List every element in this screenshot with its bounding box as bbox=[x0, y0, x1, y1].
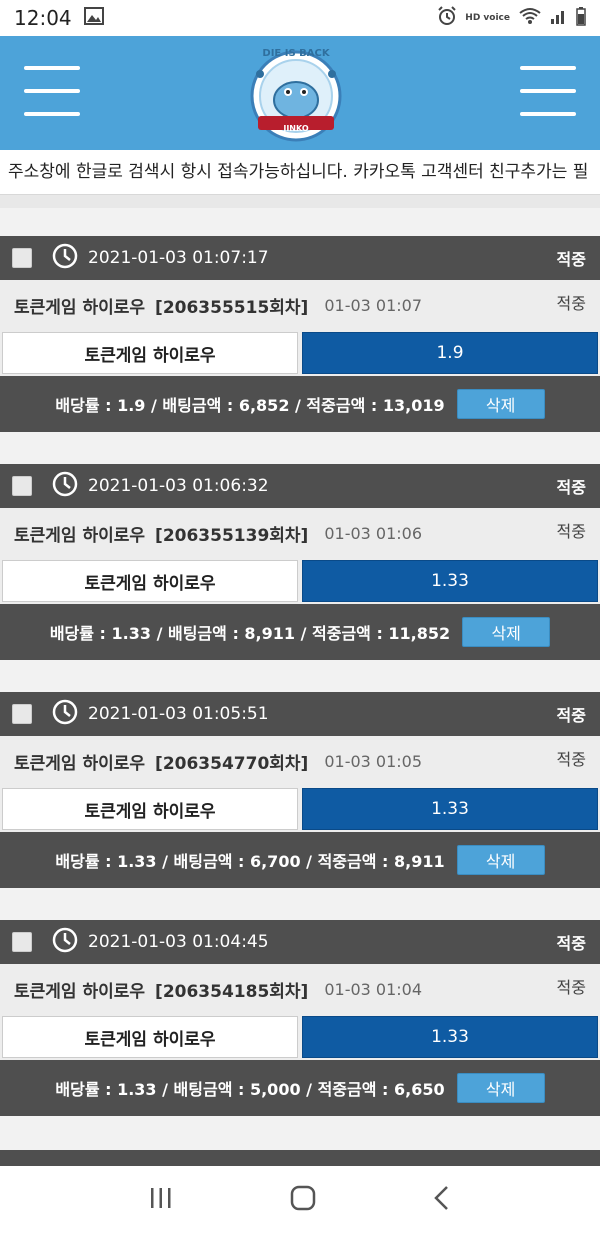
bet-datetime: 2021-01-03 01:07:17 bbox=[88, 248, 269, 268]
bet-datetime: 2021-01-03 01:05:51 bbox=[88, 704, 269, 724]
clock-icon bbox=[52, 471, 78, 501]
back-icon[interactable] bbox=[432, 1185, 452, 1215]
pick-odds: 1.33 bbox=[302, 788, 598, 830]
divider bbox=[0, 194, 600, 208]
game-name: 토큰게임 하이로우 bbox=[14, 525, 146, 546]
pick-odds: 1.33 bbox=[302, 560, 598, 602]
summary-text: 배당률 : 1.9 / 배팅금액 : 6,852 / 적중금액 : 13,019 bbox=[55, 396, 445, 415]
battery-icon bbox=[576, 6, 586, 31]
clock-icon bbox=[52, 699, 78, 729]
pick-name: 토큰게임 하이로우 bbox=[2, 1016, 298, 1058]
bet-card: 2021-01-03 01:06:32 적중 토큰게임 하이로우 [206355… bbox=[0, 464, 600, 660]
bet-info-row: 토큰게임 하이로우 [206355139회차] 01-03 01:06 적중 bbox=[0, 508, 600, 558]
signal-icon bbox=[550, 6, 568, 30]
round-date: 01-03 01:04 bbox=[324, 979, 423, 999]
pick-odds: 1.33 bbox=[302, 1016, 598, 1058]
bet-card: 2021-01-03 01:04:45 적중 토큰게임 하이로우 [206354… bbox=[0, 920, 600, 1116]
pick-row: 토큰게임 하이로우 1.33 bbox=[0, 786, 600, 832]
round-number: [206355139회차] bbox=[155, 525, 309, 546]
clock-icon bbox=[52, 927, 78, 957]
bet-status: 적중 bbox=[556, 934, 586, 953]
logo-text-top: DIE IS BACK bbox=[262, 48, 330, 59]
logo-text-band: JINKO bbox=[283, 124, 309, 133]
bet-info-row: 토큰게임 하이로우 [206355515회차] 01-03 01:07 적중 bbox=[0, 280, 600, 330]
bet-summary: 배당률 : 1.33 / 배팅금액 : 5,000 / 적중금액 : 6,650… bbox=[0, 1060, 600, 1116]
game-name: 토큰게임 하이로우 bbox=[14, 981, 146, 1002]
delete-button[interactable]: 삭제 bbox=[456, 389, 545, 419]
pick-name: 토큰게임 하이로우 bbox=[2, 788, 298, 830]
summary-text: 배당률 : 1.33 / 배팅금액 : 5,000 / 적중금액 : 6,650 bbox=[55, 1080, 445, 1099]
select-checkbox[interactable] bbox=[12, 704, 32, 724]
wifi-icon bbox=[518, 6, 542, 30]
bet-summary: 배당률 : 1.9 / 배팅금액 : 6,852 / 적중금액 : 13,019… bbox=[0, 376, 600, 432]
bet-info-row: 토큰게임 하이로우 [206354185회차] 01-03 01:04 적중 bbox=[0, 964, 600, 1014]
notice-marquee: 주소창에 한글로 검색시 항시 접속가능하십니다. 카카오톡 고객센터 친구추가… bbox=[0, 150, 600, 194]
bet-summary: 배당률 : 1.33 / 배팅금액 : 8,911 / 적중금액 : 11,85… bbox=[0, 604, 600, 660]
alarm-icon bbox=[437, 5, 457, 31]
pick-name: 토큰게임 하이로우 bbox=[2, 332, 298, 374]
image-notification-icon bbox=[83, 6, 104, 30]
system-nav-bar bbox=[0, 1166, 600, 1233]
bet-status: 적중 bbox=[556, 250, 586, 269]
round-number: [206355515회차] bbox=[155, 297, 309, 318]
summary-text: 배당률 : 1.33 / 배팅금액 : 6,700 / 적중금액 : 8,911 bbox=[55, 852, 445, 871]
bet-datetime: 2021-01-03 01:06:32 bbox=[88, 476, 269, 496]
pick-name: 토큰게임 하이로우 bbox=[2, 560, 298, 602]
hd-voice-icon: HD voice bbox=[465, 12, 510, 23]
status-bar: 12:04 HD voice bbox=[0, 0, 600, 36]
pick-odds: 1.9 bbox=[302, 332, 598, 374]
bet-card: 2021-01-03 01:07:17 적중 토큰게임 하이로우 [206355… bbox=[0, 236, 600, 432]
round-date: 01-03 01:07 bbox=[324, 295, 423, 315]
result-status: 적중 bbox=[556, 522, 586, 541]
site-header: DIE IS BACK JINKO bbox=[0, 36, 600, 150]
result-status: 적중 bbox=[556, 294, 586, 313]
status-time: 12:04 bbox=[14, 6, 72, 30]
round-date: 01-03 01:05 bbox=[324, 751, 423, 771]
bet-card: 2021-01-03 01:05:51 적중 토큰게임 하이로우 [206354… bbox=[0, 692, 600, 888]
bet-card-partial bbox=[0, 1150, 600, 1168]
home-icon[interactable] bbox=[289, 1184, 317, 1216]
game-name: 토큰게임 하이로우 bbox=[14, 297, 146, 318]
select-checkbox[interactable] bbox=[12, 476, 32, 496]
select-checkbox[interactable] bbox=[12, 248, 32, 268]
pick-row: 토큰게임 하이로우 1.33 bbox=[0, 1014, 600, 1060]
bet-card-header: 2021-01-03 01:05:51 적중 bbox=[0, 692, 600, 736]
site-logo[interactable]: DIE IS BACK JINKO bbox=[240, 44, 352, 144]
menu-button-right[interactable] bbox=[520, 66, 576, 116]
bet-datetime: 2021-01-03 01:04:45 bbox=[88, 932, 269, 952]
bet-summary: 배당률 : 1.33 / 배팅금액 : 6,700 / 적중금액 : 8,911… bbox=[0, 832, 600, 888]
round-number: [206354770회차] bbox=[155, 753, 309, 774]
bet-status: 적중 bbox=[556, 478, 586, 497]
bet-info-row: 토큰게임 하이로우 [206354770회차] 01-03 01:05 적중 bbox=[0, 736, 600, 786]
bet-status: 적중 bbox=[556, 706, 586, 725]
delete-button[interactable]: 삭제 bbox=[462, 617, 551, 647]
round-date: 01-03 01:06 bbox=[324, 523, 423, 543]
bet-card-header: 2021-01-03 01:07:17 적중 bbox=[0, 236, 600, 280]
game-name: 토큰게임 하이로우 bbox=[14, 753, 146, 774]
bet-card-header: 2021-01-03 01:04:45 적중 bbox=[0, 920, 600, 964]
pick-row: 토큰게임 하이로우 1.9 bbox=[0, 330, 600, 376]
summary-text: 배당률 : 1.33 / 배팅금액 : 8,911 / 적중금액 : 11,85… bbox=[49, 624, 451, 643]
delete-button[interactable]: 삭제 bbox=[456, 845, 545, 875]
result-status: 적중 bbox=[556, 750, 586, 769]
menu-button-left[interactable] bbox=[24, 66, 80, 116]
result-status: 적중 bbox=[556, 978, 586, 997]
delete-button[interactable]: 삭제 bbox=[456, 1073, 545, 1103]
clock-icon bbox=[52, 243, 78, 273]
pick-row: 토큰게임 하이로우 1.33 bbox=[0, 558, 600, 604]
recent-apps-icon[interactable] bbox=[148, 1186, 174, 1214]
bet-card-header: 2021-01-03 01:06:32 적중 bbox=[0, 464, 600, 508]
round-number: [206354185회차] bbox=[155, 981, 309, 1002]
select-checkbox[interactable] bbox=[12, 932, 32, 952]
